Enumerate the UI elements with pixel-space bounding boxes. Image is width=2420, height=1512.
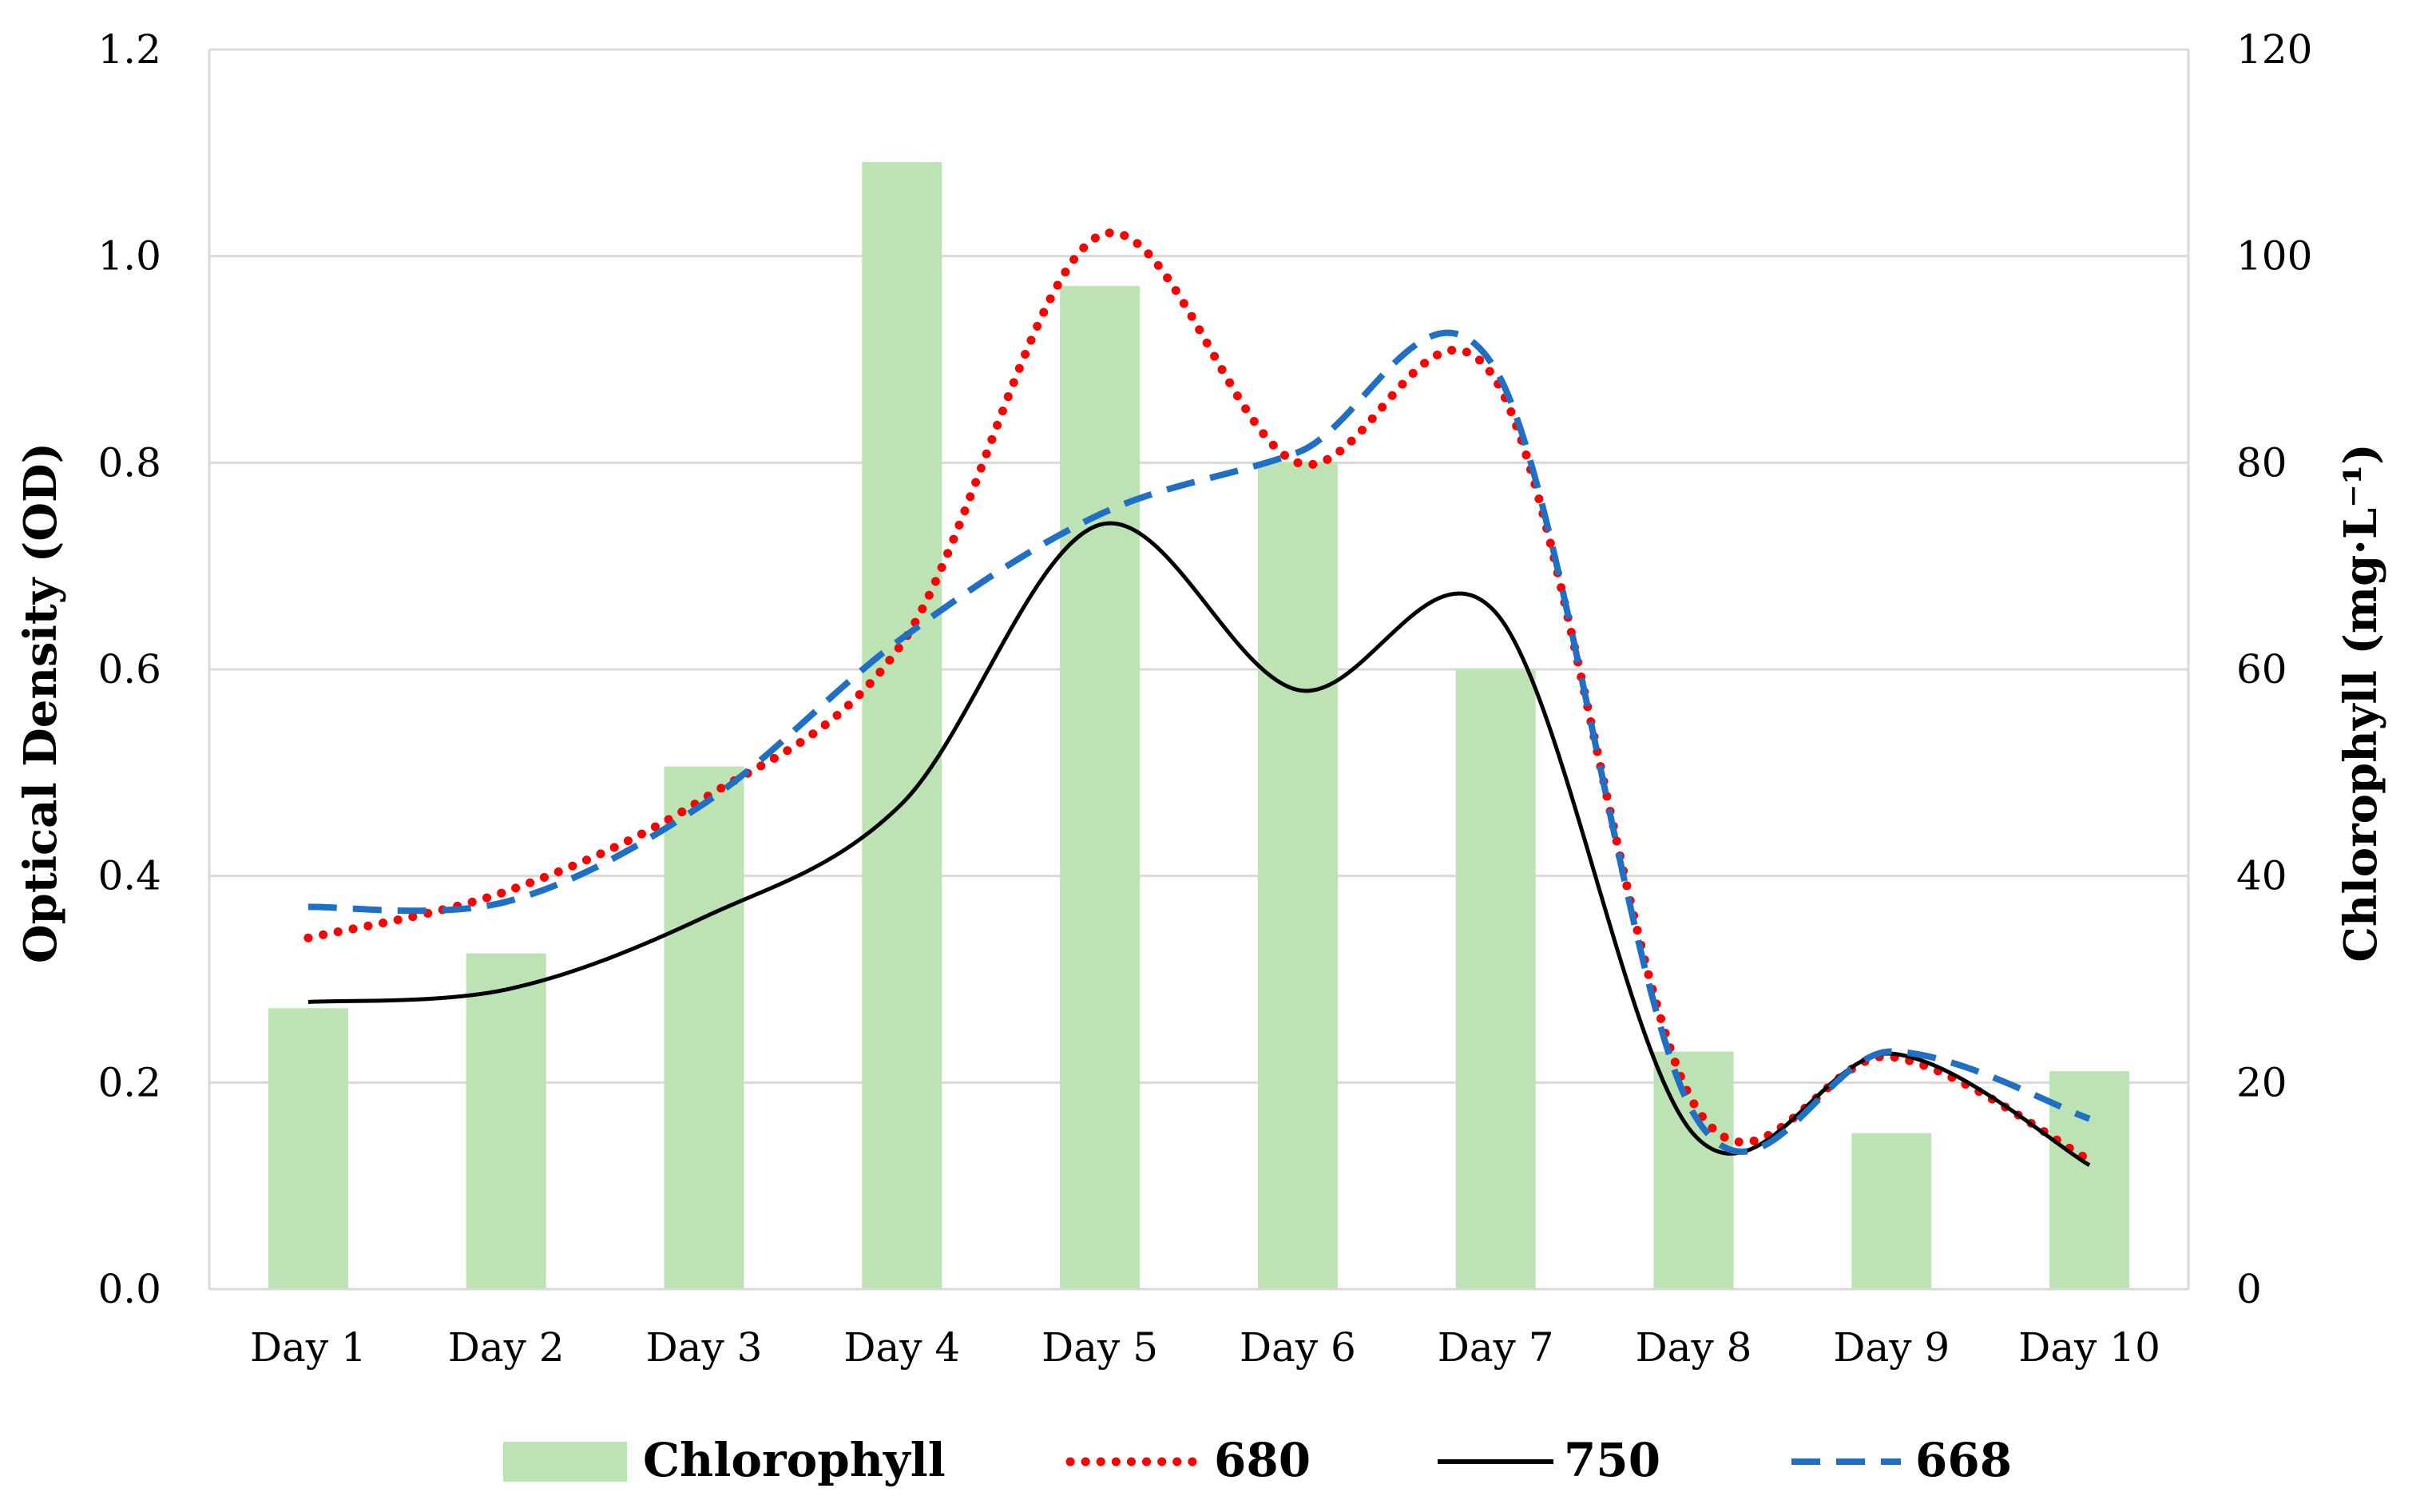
x-tick-label: Day 5 [1041, 1324, 1158, 1371]
legend: Chlorophyll 680 750 668 [503, 1433, 2012, 1487]
bar [268, 1008, 348, 1289]
right-axis-ticks: 0 20 40 60 80 100 120 [2236, 26, 2312, 1312]
plot-frame [208, 50, 2190, 1291]
y-right-tick-label: 80 [2236, 439, 2287, 486]
y-left-tick-label: 0.2 [97, 1059, 161, 1105]
y-left-tick-label: 0.0 [97, 1266, 161, 1312]
x-tick-label: Day 4 [843, 1324, 960, 1371]
bar [1257, 462, 1338, 1289]
bar [1455, 669, 1536, 1289]
y-left-tick-label: 0.4 [97, 853, 161, 899]
bar [2049, 1071, 2130, 1289]
y-right-tick-label: 20 [2236, 1059, 2287, 1105]
y-right-tick-label: 60 [2236, 646, 2287, 693]
legend-668-label: 668 [1915, 1433, 2012, 1487]
line-668 [307, 329, 2091, 1155]
y-left-tick-label: 0.8 [97, 439, 161, 486]
line-series [303, 228, 2094, 1167]
legend-chlorophyll-swatch [503, 1442, 627, 1482]
x-tick-label: Day 10 [2018, 1324, 2160, 1371]
x-tick-label: Day 2 [448, 1324, 565, 1371]
bar-series-chlorophyll [268, 161, 2130, 1289]
legend-680-label: 680 [1214, 1433, 1311, 1487]
y-right-tick-label: 0 [2236, 1266, 2262, 1312]
line-680 [303, 228, 2094, 1165]
x-tick-label: Day 6 [1240, 1324, 1356, 1371]
y-left-tick-label: 0.6 [97, 646, 161, 693]
bar [1851, 1133, 1932, 1289]
y-right-tick-label: 120 [2236, 26, 2312, 73]
bar [466, 953, 546, 1289]
x-tick-label: Day 3 [646, 1324, 763, 1371]
x-tick-label: Day 1 [250, 1324, 367, 1371]
legend-chlorophyll-label: Chlorophyll [643, 1433, 946, 1487]
x-axis-ticks: Day 1 Day 2 Day 3 Day 4 Day 5 Day 6 Day 7 Day 8… [250, 1324, 2160, 1371]
x-tick-label: Day 9 [1833, 1324, 1950, 1371]
y-left-tick-label: 1.0 [97, 233, 161, 280]
x-tick-label: Day 8 [1636, 1324, 1752, 1371]
y-left-tick-label: 1.2 [97, 26, 161, 73]
x-tick-label: Day 7 [1438, 1324, 1554, 1371]
bar [862, 161, 942, 1289]
bar [664, 766, 744, 1289]
y-right-axis-title: Chlorophyll (mg·L⁻¹) [2335, 443, 2387, 962]
y-right-tick-label: 40 [2236, 853, 2287, 899]
y-left-axis-title: Optical Density (OD) [14, 442, 67, 963]
line-750 [307, 521, 2091, 1167]
left-axis-ticks: 0.0 0.2 0.4 0.6 0.8 1.0 1.2 [97, 26, 161, 1312]
legend-750-label: 750 [1564, 1433, 1660, 1487]
bar [1060, 286, 1141, 1289]
y-right-tick-label: 100 [2236, 233, 2312, 280]
